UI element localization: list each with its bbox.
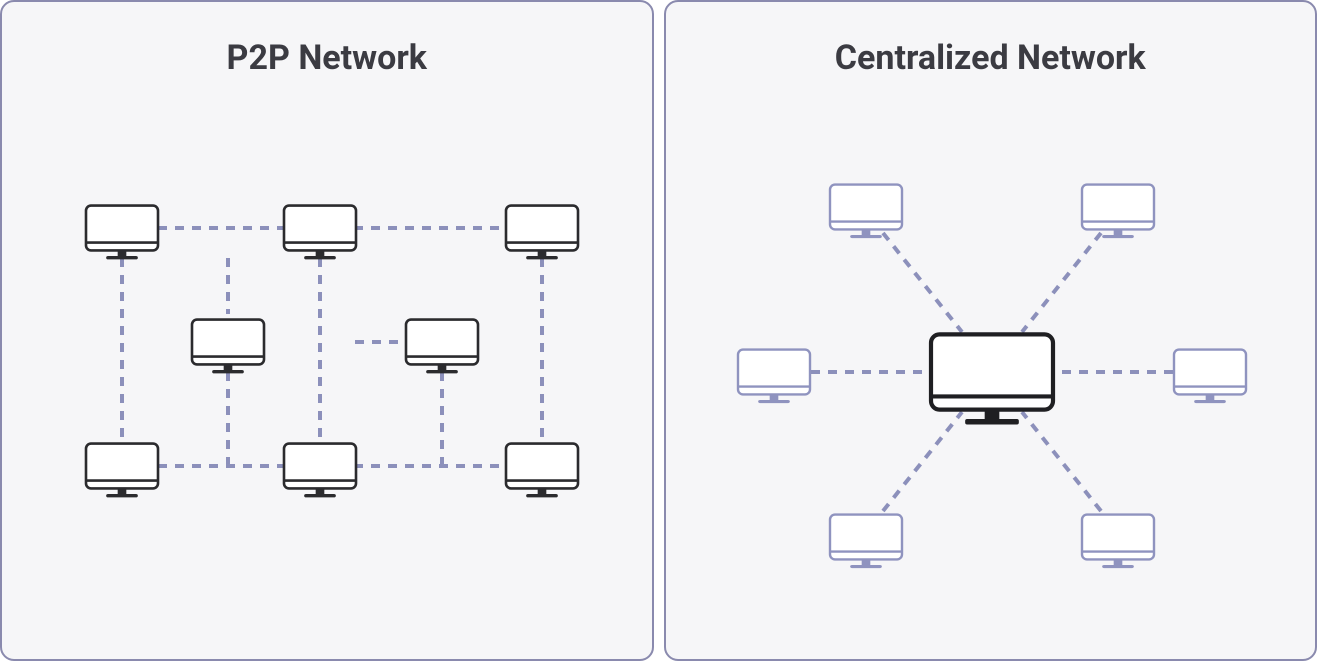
centralized-title: Centralized Network xyxy=(666,38,1316,78)
computer-icon xyxy=(506,444,578,498)
computer-icon xyxy=(406,320,478,374)
computer-icon xyxy=(86,444,158,498)
computer-icon xyxy=(830,185,902,239)
computer-icon xyxy=(192,320,264,374)
computer-icon xyxy=(86,206,158,260)
centralized-svg xyxy=(666,2,1317,663)
computer-icon xyxy=(830,515,902,569)
computer-icon xyxy=(284,206,356,260)
computer-icon xyxy=(738,350,810,404)
panel-centralized: Centralized Network xyxy=(664,0,1317,661)
panel-p2p: P2P Network xyxy=(0,0,654,661)
computer-icon xyxy=(284,444,356,498)
computer-icon xyxy=(1174,350,1246,404)
diagram-stage: P2P Network Centralized Network xyxy=(0,0,1317,661)
computer-icon xyxy=(1082,515,1154,569)
computer-icon xyxy=(506,206,578,260)
computer-icon xyxy=(1082,185,1154,239)
p2p-title: P2P Network xyxy=(2,38,652,78)
p2p-svg xyxy=(2,2,656,663)
server-computer-icon xyxy=(931,334,1053,424)
